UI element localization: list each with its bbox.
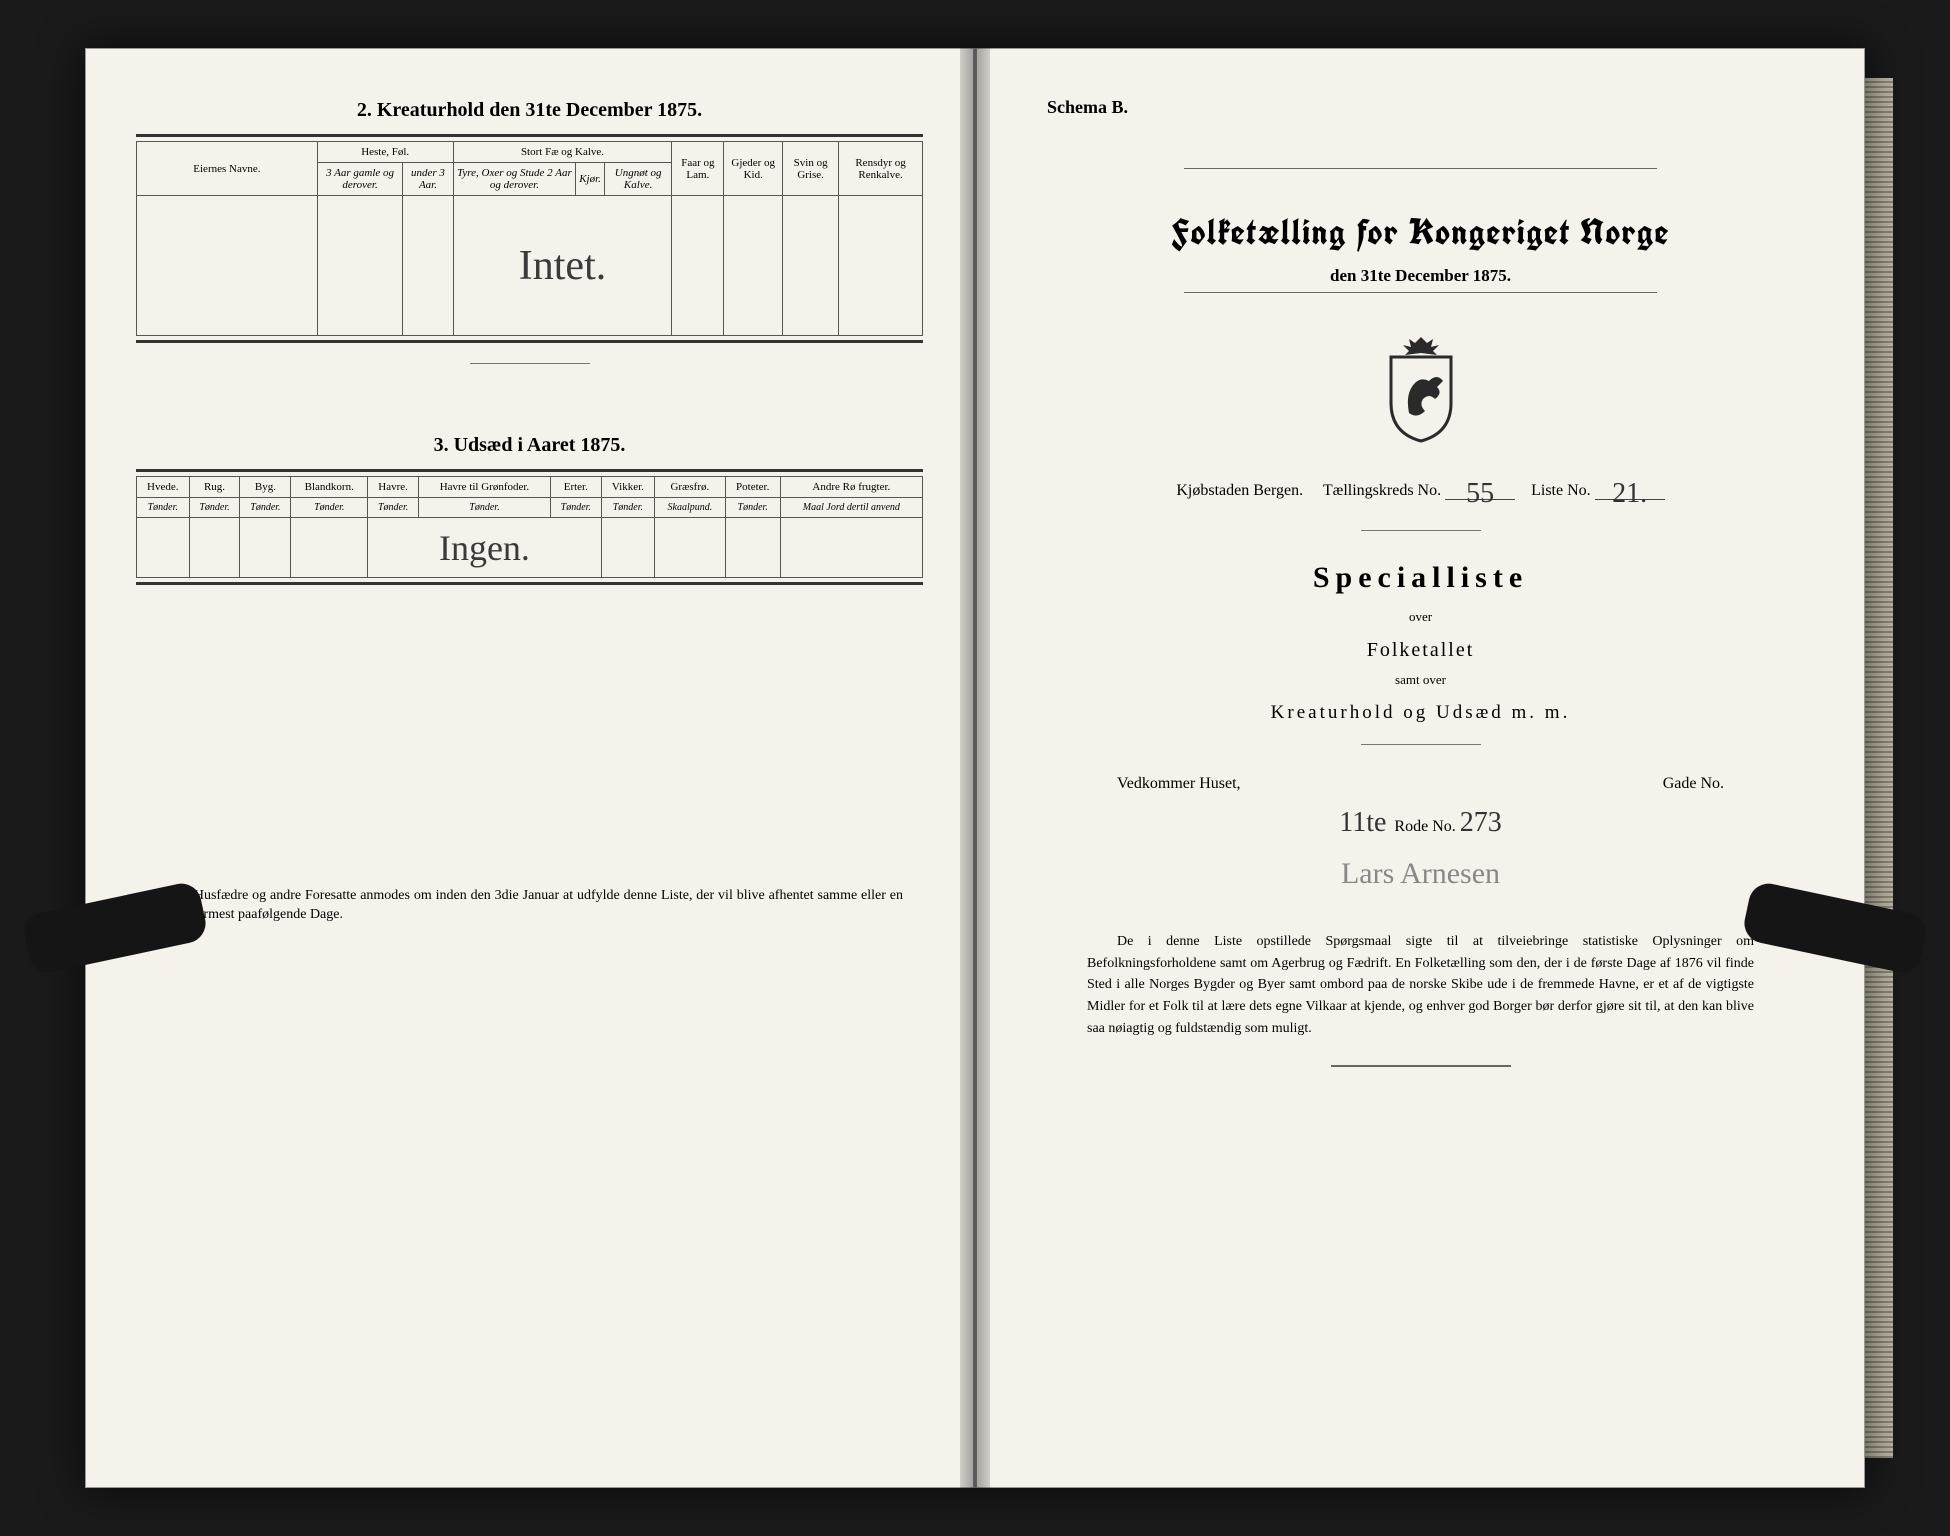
kreds-value: 55	[1466, 478, 1494, 509]
instruction-paragraph: De i denne Liste opstillede Spørgsmaal s…	[1087, 931, 1754, 1039]
left-footer: Husfædre og andre Foresatte anmodes om i…	[136, 885, 923, 923]
col-cattle-bulls: Tyre, Oxer og Stude 2 Aar og derover.	[453, 163, 576, 196]
census-date: den 31te December 1875.	[1027, 266, 1814, 286]
section3-title: 3. Udsæd i Aaret 1875.	[136, 434, 923, 457]
house-row: Vedkommer Huset, Gade No.	[1027, 775, 1814, 793]
rode-value: 273	[1460, 807, 1502, 838]
col-barley: Byg.	[240, 477, 291, 498]
col-potatoes: Poteter.	[725, 477, 780, 498]
schema-label: Schema B.	[1047, 97, 1814, 118]
liste-value: 21.	[1612, 478, 1647, 509]
col-cattle-cows: Kjør.	[576, 163, 605, 196]
handwriting-ingen: Ingen.	[439, 528, 530, 568]
livestock-table: Eiernes Navne. Heste, Føl. Stort Fæ og K…	[136, 141, 923, 336]
col-vetches: Vikker.	[601, 477, 654, 498]
folketallet: Folketallet	[1027, 639, 1814, 662]
coat-of-arms-icon	[1027, 333, 1814, 448]
col-peas: Erter.	[550, 477, 601, 498]
book-spread: 2. Kreaturhold den 31te December 1875. E…	[85, 48, 1865, 1488]
table-row: Ingen.	[137, 518, 923, 578]
handwriting-intet: Intet.	[519, 243, 606, 289]
book-spine	[960, 48, 990, 1488]
col-sheep: Faar og Lam.	[672, 142, 724, 196]
district-line: Kjøbstaden Bergen. Tællingskreds No. 55 …	[1027, 478, 1814, 500]
table-row: Intet.	[137, 196, 923, 336]
col-oats: Havre.	[368, 477, 419, 498]
col-owner: Eiernes Navne.	[137, 142, 318, 196]
col-other: Andre Rø frugter.	[780, 477, 922, 498]
col-cattle-young: Ungnøt og Kalve.	[604, 163, 671, 196]
main-title: Folketælling for Kongeriget Norge	[1027, 209, 1814, 256]
kreatur-line: Kreaturhold og Udsæd m. m.	[1027, 702, 1814, 724]
right-page: Schema B. Folketælling for Kongeriget No…	[975, 48, 1865, 1488]
section2-title: 2. Kreaturhold den 31te December 1875.	[136, 99, 923, 122]
col-horses-old: 3 Aar gamle og derover.	[317, 163, 403, 196]
seed-table: Hvede. Rug. Byg. Blandkorn. Havre. Havre…	[136, 476, 923, 578]
col-wheat: Hvede.	[137, 477, 190, 498]
specialliste-title: Specialliste	[1027, 561, 1814, 595]
col-goats: Gjeder og Kid.	[724, 142, 783, 196]
col-cattle: Stort Fæ og Kalve.	[453, 142, 672, 163]
owner-handwriting: Lars Arnesen	[1341, 857, 1500, 890]
col-horses-young: under 3 Aar.	[403, 163, 453, 196]
col-mixed: Blandkorn.	[291, 477, 368, 498]
col-pigs: Svin og Grise.	[783, 142, 839, 196]
col-oats-green: Havre til Grønfoder.	[419, 477, 551, 498]
col-grass: Græsfrø.	[655, 477, 726, 498]
col-horses: Heste, Føl.	[317, 142, 453, 163]
rode-line: 11te Rode No. 273	[1027, 807, 1814, 839]
page-edges	[1865, 78, 1893, 1458]
rode-hand: 11te	[1339, 807, 1386, 838]
left-page: 2. Kreaturhold den 31te December 1875. E…	[85, 48, 975, 1488]
col-rye: Rug.	[189, 477, 240, 498]
col-reindeer: Rensdyr og Renkalve.	[839, 142, 923, 196]
